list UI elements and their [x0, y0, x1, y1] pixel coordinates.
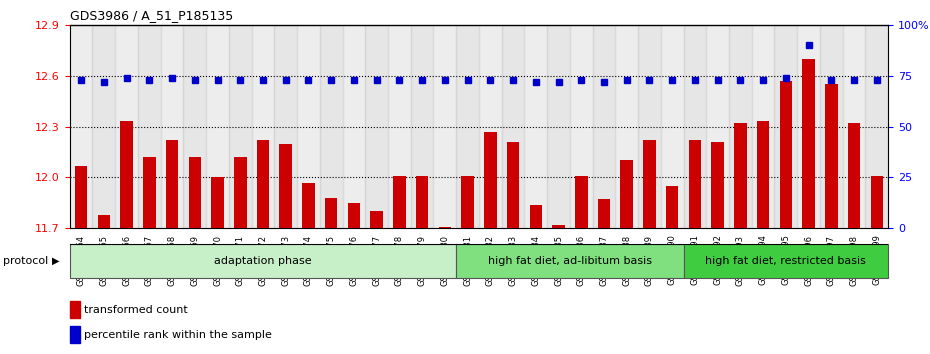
Bar: [120, 121, 133, 228]
Bar: [370, 211, 383, 228]
Bar: [161, 25, 183, 228]
Text: ▶: ▶: [52, 256, 60, 266]
Bar: [206, 25, 229, 228]
Bar: [189, 157, 201, 228]
Bar: [211, 177, 224, 228]
Bar: [70, 244, 457, 278]
Bar: [70, 326, 80, 343]
Bar: [866, 25, 888, 228]
Bar: [729, 25, 751, 228]
Bar: [74, 166, 87, 228]
Bar: [461, 176, 473, 228]
Bar: [684, 25, 706, 228]
Bar: [529, 205, 542, 228]
Bar: [183, 25, 206, 228]
Bar: [166, 140, 179, 228]
Bar: [138, 25, 161, 228]
Bar: [592, 25, 616, 228]
Text: adaptation phase: adaptation phase: [214, 256, 312, 266]
Bar: [229, 25, 252, 228]
Bar: [115, 25, 138, 228]
Bar: [416, 176, 429, 228]
Bar: [92, 25, 115, 228]
Bar: [757, 121, 769, 228]
Bar: [711, 142, 724, 228]
Bar: [457, 25, 479, 228]
Bar: [775, 25, 797, 228]
Bar: [501, 25, 525, 228]
Text: high fat diet, restricted basis: high fat diet, restricted basis: [706, 256, 866, 266]
Bar: [433, 25, 457, 228]
Bar: [234, 157, 246, 228]
Bar: [257, 140, 269, 228]
Bar: [279, 143, 292, 228]
Bar: [457, 244, 684, 278]
Bar: [552, 225, 565, 228]
Text: percentile rank within the sample: percentile rank within the sample: [85, 330, 272, 339]
Bar: [820, 25, 843, 228]
Bar: [439, 227, 451, 228]
Bar: [388, 25, 411, 228]
Bar: [575, 176, 588, 228]
Bar: [143, 157, 155, 228]
Bar: [411, 25, 433, 228]
Bar: [734, 123, 747, 228]
Bar: [479, 25, 501, 228]
Bar: [393, 176, 405, 228]
Bar: [297, 25, 320, 228]
Bar: [779, 81, 792, 228]
Bar: [598, 200, 610, 228]
Bar: [547, 25, 570, 228]
Bar: [274, 25, 297, 228]
Bar: [803, 59, 815, 228]
Bar: [70, 301, 80, 318]
Bar: [302, 183, 314, 228]
Text: high fat diet, ad-libitum basis: high fat diet, ad-libitum basis: [488, 256, 652, 266]
Bar: [843, 25, 866, 228]
Bar: [848, 123, 860, 228]
Bar: [70, 25, 92, 228]
Bar: [870, 176, 883, 228]
Text: protocol: protocol: [3, 256, 48, 266]
Bar: [507, 142, 519, 228]
Bar: [484, 132, 497, 228]
Bar: [661, 25, 684, 228]
Bar: [644, 140, 656, 228]
Bar: [525, 25, 547, 228]
Bar: [797, 25, 820, 228]
Bar: [684, 244, 888, 278]
Bar: [638, 25, 661, 228]
Bar: [325, 198, 338, 228]
Bar: [666, 186, 678, 228]
Text: GDS3986 / A_51_P185135: GDS3986 / A_51_P185135: [70, 9, 233, 22]
Bar: [98, 215, 110, 228]
Bar: [706, 25, 729, 228]
Bar: [365, 25, 388, 228]
Bar: [252, 25, 274, 228]
Text: transformed count: transformed count: [85, 305, 188, 315]
Bar: [825, 84, 838, 228]
Bar: [688, 140, 701, 228]
Bar: [751, 25, 775, 228]
Bar: [348, 203, 360, 228]
Bar: [570, 25, 592, 228]
Bar: [620, 160, 633, 228]
Bar: [342, 25, 365, 228]
Bar: [320, 25, 342, 228]
Bar: [616, 25, 638, 228]
